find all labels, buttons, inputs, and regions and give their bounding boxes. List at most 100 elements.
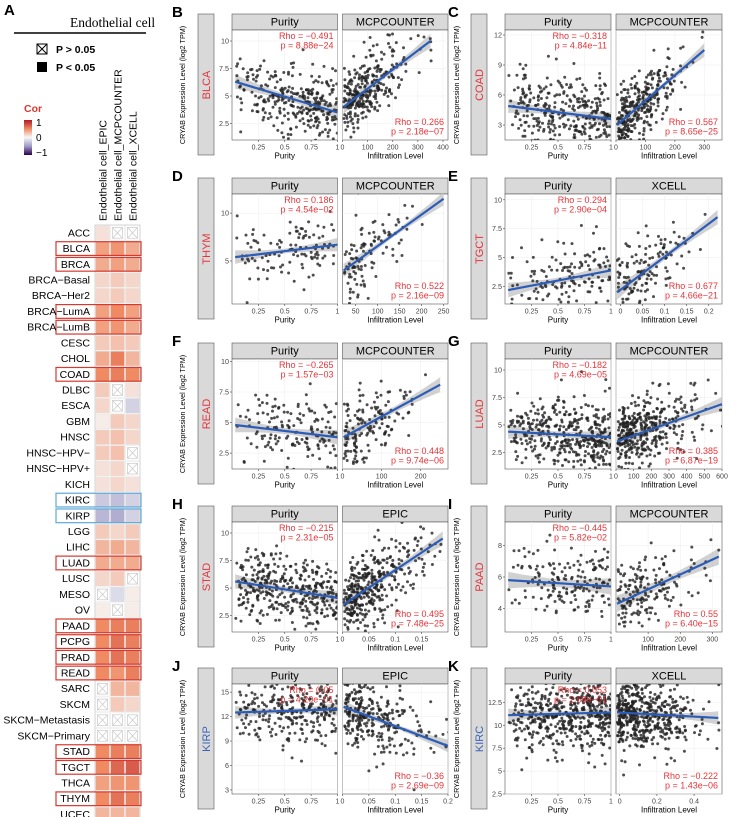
data-point xyxy=(246,547,250,550)
data-point xyxy=(553,133,557,137)
data-point xyxy=(276,147,279,150)
data-point xyxy=(624,590,628,594)
data-point xyxy=(567,127,571,131)
data-point xyxy=(631,567,635,571)
data-point xyxy=(696,414,700,418)
data-point xyxy=(355,606,359,610)
data-point xyxy=(635,451,639,455)
data-point xyxy=(608,578,611,582)
data-point xyxy=(268,714,272,718)
data-point xyxy=(531,578,535,582)
highlight-box-red xyxy=(55,241,142,257)
data-point xyxy=(242,88,246,92)
data-point xyxy=(603,130,607,134)
data-point xyxy=(251,586,255,590)
data-point xyxy=(290,74,294,78)
data-point xyxy=(357,105,361,109)
data-point xyxy=(552,447,556,451)
y-axis-label: CRYAB Expression Level (log2 TPM) xyxy=(178,518,187,636)
data-point xyxy=(244,726,247,730)
data-points xyxy=(342,522,443,632)
y-tick-label: 3 xyxy=(225,785,229,794)
data-point xyxy=(257,398,261,401)
heatmap-title: Endothelial cell xyxy=(70,15,155,30)
data-point xyxy=(331,717,335,721)
data-point xyxy=(373,578,377,581)
data-point xyxy=(625,264,629,268)
data-point xyxy=(374,275,378,278)
data-point xyxy=(277,405,281,409)
data-point xyxy=(596,275,600,279)
data-point xyxy=(314,590,318,593)
data-point xyxy=(572,62,576,65)
data-point xyxy=(572,407,576,411)
data-point xyxy=(357,579,360,583)
data-point xyxy=(661,587,665,591)
x-tick-label: 100 xyxy=(372,309,384,316)
data-point xyxy=(348,252,352,256)
heatmap-cell xyxy=(110,791,125,807)
data-point xyxy=(609,415,611,419)
data-point xyxy=(312,590,315,594)
data-point xyxy=(662,74,666,78)
highlight-box-red xyxy=(55,649,142,665)
data-point xyxy=(577,97,581,100)
data-point xyxy=(587,428,591,432)
data-point xyxy=(287,419,291,423)
data-point xyxy=(660,117,664,121)
data-point xyxy=(250,256,254,260)
data-point xyxy=(287,739,291,743)
data-point xyxy=(572,119,576,123)
data-point xyxy=(571,450,575,454)
heatmap-cell xyxy=(110,240,125,257)
data-point xyxy=(320,584,324,588)
data-point xyxy=(258,715,261,718)
data-point xyxy=(330,115,334,119)
heatmap-row-label: ACC xyxy=(68,227,91,239)
data-point xyxy=(536,582,540,586)
data-point xyxy=(302,561,306,565)
x-axis-label: Purity xyxy=(275,644,295,653)
data-point xyxy=(638,415,642,419)
data-point xyxy=(354,271,358,275)
data-point xyxy=(254,393,258,397)
data-point xyxy=(349,600,353,604)
data-point xyxy=(568,450,571,454)
data-point xyxy=(512,436,516,440)
data-point xyxy=(326,117,330,121)
heatmap-row-label: SKCM xyxy=(60,699,90,711)
data-point xyxy=(681,45,685,49)
data-point xyxy=(237,597,241,601)
data-point xyxy=(311,453,315,457)
data-point xyxy=(598,100,602,104)
data-point xyxy=(509,276,513,280)
data-point xyxy=(284,602,288,606)
data-point xyxy=(547,106,551,110)
data-point xyxy=(301,117,305,121)
data-point xyxy=(554,609,558,613)
data-point xyxy=(269,115,273,119)
data-point xyxy=(542,442,546,446)
data-point xyxy=(296,405,300,408)
data-point xyxy=(329,466,333,469)
heatmap-cell xyxy=(125,775,140,791)
data-point xyxy=(654,556,658,560)
data-point xyxy=(633,400,637,404)
data-point xyxy=(327,84,331,88)
data-point xyxy=(583,94,586,98)
data-point xyxy=(568,284,571,288)
rho-annotation: Rho = 0.266 xyxy=(395,117,444,127)
data-point xyxy=(584,116,588,120)
data-point xyxy=(624,611,628,615)
data-point xyxy=(590,425,594,429)
data-point xyxy=(291,100,295,104)
data-point xyxy=(616,285,620,289)
data-point xyxy=(536,290,540,294)
data-point xyxy=(606,97,610,101)
data-point xyxy=(346,631,349,632)
data-point xyxy=(238,690,242,694)
data-point xyxy=(365,403,369,407)
data-point xyxy=(606,582,610,586)
